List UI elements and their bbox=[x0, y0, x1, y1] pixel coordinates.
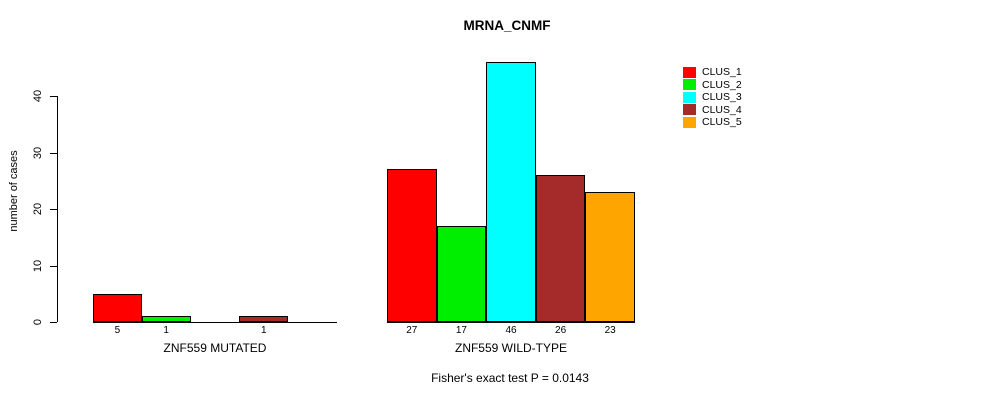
x-axis-baseline bbox=[93, 322, 337, 323]
bar-clus_2-group0 bbox=[141, 316, 191, 322]
fisher-test-caption: Fisher's exact test P = 0.0143 bbox=[431, 371, 589, 385]
legend-swatch-clus_3 bbox=[683, 91, 696, 103]
legend-swatch-clus_5 bbox=[683, 116, 696, 128]
legend-item-clus_4: CLUS_4 bbox=[683, 104, 742, 117]
x-axis-group-label-wildtype: ZNF559 WILD-TYPE bbox=[454, 341, 568, 355]
y-axis-tick-label: 0 bbox=[32, 318, 44, 326]
bar-value-label: 5 bbox=[114, 325, 121, 336]
legend-swatch-clus_1 bbox=[683, 66, 696, 78]
y-axis-tick bbox=[50, 152, 57, 154]
bar-clus_4-group0 bbox=[239, 316, 289, 322]
bar-clus_1-group0 bbox=[93, 293, 142, 322]
y-axis-title: number of cases bbox=[8, 150, 20, 232]
legend-item-clus_2: CLUS_2 bbox=[683, 79, 742, 92]
legend-label: CLUS_3 bbox=[702, 91, 742, 104]
bar-value-label: 27 bbox=[406, 325, 418, 336]
bar-clus_5-group1 bbox=[585, 192, 635, 322]
bar-clus_1-group1 bbox=[387, 169, 437, 322]
bar-clus_4-group1 bbox=[535, 175, 586, 322]
bar-value-label: 26 bbox=[555, 325, 567, 336]
legend-swatch-clus_4 bbox=[683, 104, 696, 116]
legend-item-clus_1: CLUS_1 bbox=[683, 66, 742, 79]
bar-clus_2-group1 bbox=[436, 225, 487, 322]
x-axis-baseline bbox=[387, 322, 635, 323]
legend-label: CLUS_4 bbox=[702, 103, 742, 116]
x-axis-group-label-mutated: ZNF559 MUTATED bbox=[163, 341, 267, 355]
legend-label: CLUS_2 bbox=[702, 78, 742, 91]
bar-value-label: 17 bbox=[455, 325, 467, 336]
y-axis-tick-label: 20 bbox=[32, 202, 44, 216]
y-axis-tick-label: 40 bbox=[32, 89, 44, 103]
legend-item-clus_3: CLUS_3 bbox=[683, 91, 742, 104]
y-axis-tick-label: 10 bbox=[32, 259, 44, 272]
chart-title: MRNA_CNMF bbox=[463, 18, 551, 33]
bar-value-label: 1 bbox=[163, 325, 169, 336]
y-axis-tick bbox=[50, 265, 57, 267]
y-axis-tick bbox=[50, 209, 57, 210]
legend-label: CLUS_1 bbox=[702, 66, 742, 79]
bar-value-label: 23 bbox=[604, 325, 616, 336]
bar-value-label: 1 bbox=[261, 325, 267, 336]
legend-swatch-clus_2 bbox=[683, 79, 696, 91]
legend-label: CLUS_5 bbox=[702, 116, 742, 129]
y-axis-tick bbox=[50, 96, 57, 97]
bar-clus_3-group1 bbox=[486, 62, 536, 322]
legend: CLUS_1 CLUS_2 CLUS_3 CLUS_4 CLUS_5 bbox=[683, 66, 742, 129]
y-axis-tick bbox=[50, 322, 57, 323]
bar-value-label: 46 bbox=[505, 325, 517, 336]
y-axis-tick-label: 30 bbox=[32, 146, 44, 159]
legend-item-clus_5: CLUS_5 bbox=[683, 116, 742, 129]
y-axis-line bbox=[57, 96, 58, 322]
